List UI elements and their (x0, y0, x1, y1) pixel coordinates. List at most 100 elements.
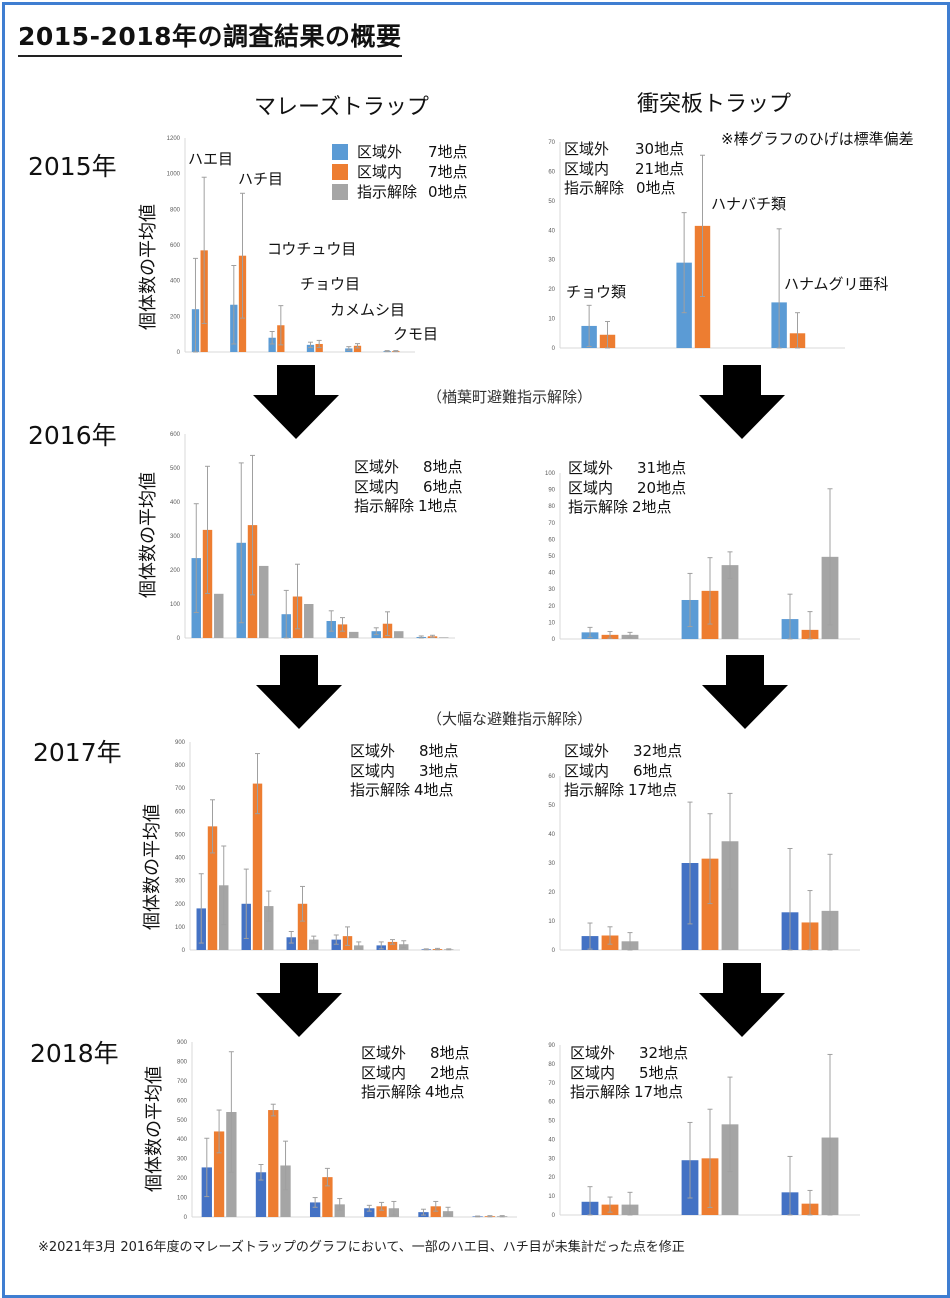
transition-note-2016: （楢葉町避難指示解除） (427, 388, 593, 406)
y-tick-label: 70 (548, 521, 555, 527)
y-tick-label: 60 (548, 774, 555, 780)
bar-m2017-s0-c3 (331, 939, 341, 950)
bar-m2015-s0-c2 (268, 337, 276, 352)
count-outside: 8地点 (430, 1044, 470, 1062)
y-tick-label: 10 (548, 919, 555, 925)
label-inside: 区域内 (361, 1063, 407, 1082)
legend-inside-count: 7地点 (428, 163, 468, 181)
down-arrow-icon (702, 655, 788, 729)
down-arrow-icon (256, 963, 342, 1037)
label-inside: 区域内 (564, 159, 610, 178)
bar-m2018-s1-c0 (213, 1131, 225, 1217)
year-label-2015: 2015年 (28, 152, 117, 181)
y-tick-label: 70 (548, 1081, 555, 1087)
count-lifted: 4地点 (414, 781, 454, 799)
count-inside: 2地点 (430, 1063, 470, 1082)
count-lifted: 1地点 (418, 497, 458, 515)
y-tick-label: 100 (545, 471, 556, 477)
bar-m2018-s1-c3 (376, 1206, 387, 1217)
y-tick-label: 0 (552, 1213, 556, 1219)
y-tick-label: 800 (170, 207, 181, 213)
year-label-2018: 2018年 (30, 1039, 119, 1068)
y-tick-label: 300 (177, 1157, 188, 1163)
y-tick-label: 70 (548, 140, 555, 146)
count-inside: 3地点 (419, 761, 459, 780)
bar-m2018-s2-c1 (280, 1165, 291, 1217)
chart-impact-2017: 0 10 20 30 40 50 60 (548, 774, 860, 954)
label-inside: 区域内 (350, 761, 396, 780)
legend-swatch-lifted (332, 184, 348, 200)
y-tick-label: 50 (548, 803, 555, 809)
count-outside: 32地点 (639, 1044, 689, 1062)
y-tick-label: 600 (170, 243, 181, 249)
y-tick-label: 1200 (167, 136, 181, 142)
legend-inside-label: 区域内 (357, 163, 403, 181)
y-tick-label: 40 (548, 571, 555, 577)
bar-m2016-s2-c5 (439, 637, 449, 638)
y-tick-label: 80 (548, 504, 555, 510)
y-tick-label: 20 (548, 604, 555, 610)
down-arrow-icon (699, 963, 785, 1037)
count-lifted: 4地点 (425, 1083, 465, 1101)
label-lifted: 指示解除 (354, 497, 415, 515)
y-tick-label: 50 (548, 199, 555, 205)
label-outside: 区域外 (361, 1044, 407, 1062)
label-lifted: 指示解除 (350, 781, 411, 799)
bar-i2016-s2-c1 (721, 565, 739, 639)
y-tick-label: 300 (175, 879, 186, 885)
y-tick-label: 400 (177, 1137, 188, 1143)
column-header-malaise: マレーズトラップ (254, 95, 429, 120)
y-tick-label: 200 (170, 568, 181, 574)
label-outside: 区域外 (568, 459, 614, 477)
site-counts-malaise-2018: 区域外 8地点 区域内 2地点 指示解除 4地点 (361, 1044, 470, 1103)
down-arrow-icon (253, 365, 339, 439)
legend-swatch-inside (332, 164, 348, 180)
bar-m2018-s1-c1 (268, 1110, 279, 1217)
bar-m2017-s1-c4 (387, 941, 398, 950)
label-lifted: 指示解除 (361, 1083, 422, 1101)
site-counts-impact-2016: 区域外 31地点 区域内 20地点 指示解除 2地点 (568, 459, 686, 518)
bar-m2016-s2-c1 (259, 565, 269, 638)
count-outside: 31地点 (637, 459, 687, 477)
y-tick-label: 80 (548, 1062, 555, 1068)
y-tick-label: 20 (548, 287, 555, 293)
bar-i2017-s2-c1 (721, 841, 739, 950)
count-outside: 32地点 (633, 742, 683, 760)
category-label-hanamuguri: ハナムグリ亜科 (784, 275, 889, 293)
y-tick-label: 800 (175, 763, 186, 769)
page-title: 2015-2018年の調査結果の概要 (18, 22, 402, 57)
y-tick-label: 30 (548, 1156, 555, 1162)
bar-m2017-s1-c1 (252, 783, 263, 950)
category-label-kumo: クモ目 (393, 325, 439, 343)
y-tick-label: 500 (170, 466, 181, 472)
count-inside: 21地点 (635, 159, 685, 178)
bar-m2017-s1-c0 (207, 826, 218, 950)
bar-m2017-s1-c2 (297, 903, 308, 950)
count-lifted: 17地点 (634, 1083, 684, 1101)
std-dev-note: ※棒グラフのひげは標準偏差 (721, 130, 914, 148)
site-counts-impact-2018: 区域外 32地点 区域内 5地点 指示解除 17地点 (570, 1044, 688, 1103)
y-tick-label: 1000 (167, 172, 181, 178)
y-tick-label: 20 (548, 1175, 555, 1181)
y-tick-label: 90 (548, 488, 555, 494)
y-tick-label: 60 (548, 1100, 555, 1106)
label-outside: 区域外 (354, 458, 400, 476)
label-outside: 区域外 (564, 140, 610, 158)
chart-impact-2015: 0 10 20 30 40 50 60 70 (548, 140, 845, 352)
year-label-2016: 2016年 (28, 421, 117, 450)
site-counts-malaise-2016: 区域外 8地点 区域内 6地点 指示解除 1地点 (354, 458, 463, 517)
y-tick-label: 10 (548, 1194, 555, 1200)
y-tick-label: 30 (548, 258, 555, 264)
bar-m2015-s1-c4 (353, 345, 362, 352)
y-tick-label: 60 (548, 169, 555, 175)
bar-m2018-s0-c2 (309, 1202, 321, 1217)
count-inside: 5地点 (639, 1063, 679, 1082)
label-lifted: 指示解除 (570, 1083, 631, 1101)
column-header-impact: 衝突板トラップ (637, 92, 792, 117)
count-outside: 8地点 (423, 458, 463, 476)
y-tick-label: 90 (548, 1043, 555, 1049)
y-tick-label: 0 (177, 636, 181, 642)
site-counts-impact-2017: 区域外 32地点 区域内 6地点 指示解除 17地点 (564, 742, 682, 801)
chart-impact-2018: 0 10 20 30 40 50 60 70 80 90 (548, 1043, 860, 1219)
y-tick-label: 500 (177, 1118, 188, 1124)
